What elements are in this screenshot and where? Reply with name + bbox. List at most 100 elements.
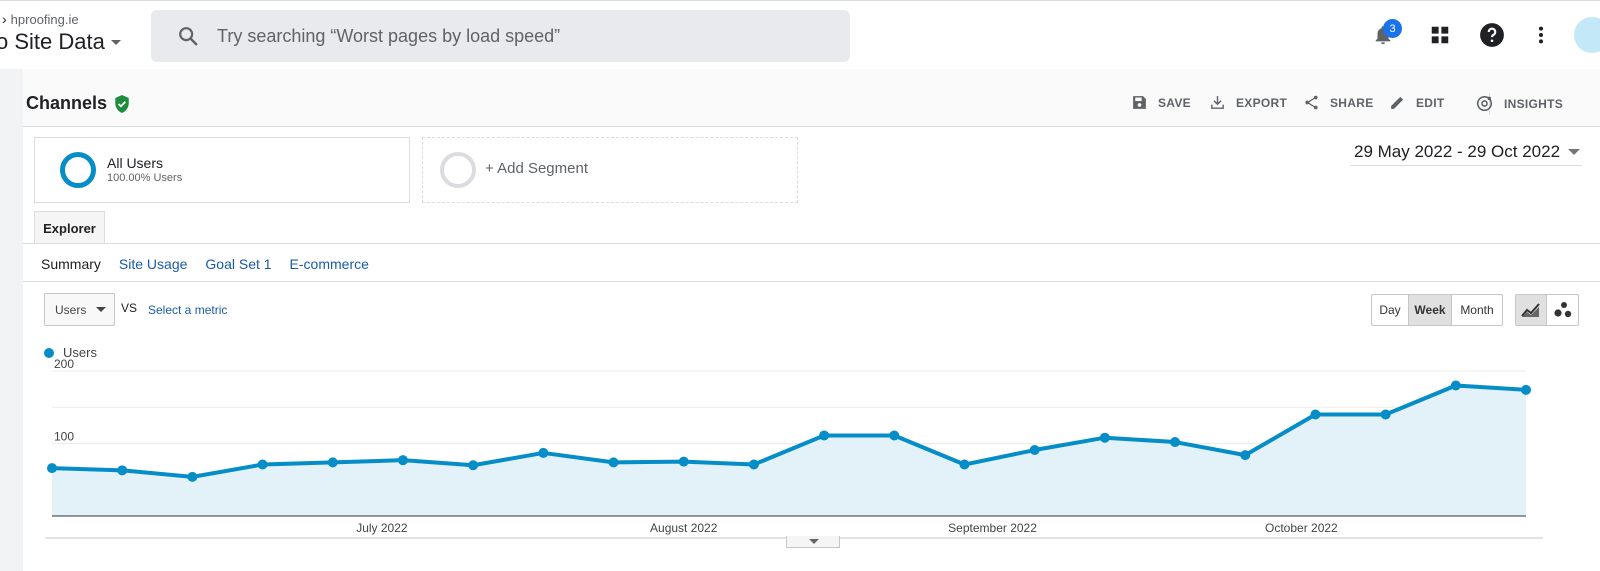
- data-point: [117, 465, 128, 476]
- data-point: [1450, 380, 1461, 391]
- select-metric-link[interactable]: Select a metric: [148, 303, 228, 317]
- data-point: [748, 459, 759, 470]
- share-label: SHARE: [1330, 95, 1374, 110]
- avatar[interactable]: [1574, 17, 1600, 53]
- search-icon: [179, 27, 198, 46]
- insights-icon: [1476, 95, 1493, 112]
- x-tick-label: July 2022: [356, 521, 408, 535]
- metric-dropdown[interactable]: Users: [44, 293, 115, 326]
- data-point: [678, 456, 689, 467]
- data-point: [1099, 432, 1110, 443]
- edit-button[interactable]: EDIT: [1389, 94, 1445, 111]
- legend-label: Users: [63, 345, 97, 360]
- legend-swatch: [44, 347, 54, 358]
- granularity-week-button[interactable]: Week: [1408, 295, 1452, 325]
- save-label: SAVE: [1158, 95, 1191, 110]
- data-point: [187, 471, 198, 482]
- line-chart-icon: [1521, 303, 1540, 317]
- tab-explorer[interactable]: Explorer: [34, 211, 105, 244]
- tab-divider: [23, 243, 1600, 244]
- subtab-site-usage[interactable]: Site Usage: [118, 256, 188, 272]
- date-range-value: 29 May 2022 - 29 Oct 2022: [1354, 141, 1561, 161]
- data-point: [959, 459, 970, 470]
- subtab-ecommerce[interactable]: E-commerce: [289, 256, 369, 272]
- data-point: [1240, 450, 1251, 461]
- chevron-right-icon: ›: [2, 11, 7, 27]
- data-point: [538, 447, 549, 458]
- view-name: o Site Data: [0, 29, 105, 54]
- search-bar[interactable]: Try searching “Worst pages by load speed…: [151, 10, 850, 62]
- page-title: Channels: [26, 93, 131, 114]
- report-title: Channels: [26, 93, 108, 113]
- series-line-users: [51, 383, 1527, 479]
- data-point: [1170, 437, 1181, 448]
- breadcrumb[interactable]: › hproofing.ie: [2, 11, 79, 27]
- data-point: [1521, 384, 1531, 395]
- caret-down-icon: [110, 39, 121, 45]
- segment-ring-icon: [60, 152, 96, 188]
- left-gutter: [0, 69, 23, 571]
- add-segment-label: + Add Segment: [485, 160, 588, 177]
- insights-button[interactable]: INSIGHTS: [1475, 94, 1563, 113]
- data-point: [1310, 409, 1321, 420]
- users-chart: 100 200 July 2022 August 2022 September 2022…: [45, 357, 1543, 539]
- save-button[interactable]: SAVE: [1131, 94, 1191, 111]
- data-point: [889, 430, 900, 441]
- account-domain: hproofing.ie: [10, 11, 79, 27]
- apps-button[interactable]: [1426, 21, 1454, 49]
- data-point: [1380, 409, 1391, 420]
- line-chart-button[interactable]: [1516, 295, 1547, 325]
- share-icon: [1305, 95, 1318, 110]
- data-point: [47, 463, 57, 474]
- granularity-toggle: Day Week Month: [1371, 294, 1503, 326]
- top-bar: › hproofing.ie o Site Data Try searching…: [0, 0, 1600, 69]
- empty-segment-ring-icon: [440, 152, 476, 188]
- verified-shield-icon: [115, 94, 129, 113]
- explorer-subtabs: Summary Site Usage Goal Set 1 E-commerce: [41, 256, 369, 272]
- add-segment-button[interactable]: + Add Segment: [422, 137, 798, 203]
- more-options-button[interactable]: [1527, 21, 1555, 49]
- y-tick-label: 200: [54, 357, 74, 371]
- edit-label: EDIT: [1416, 95, 1445, 110]
- segment-name: All Users: [107, 155, 164, 171]
- caret-down-icon: [96, 307, 107, 312]
- data-point: [257, 459, 268, 470]
- report-area: Channels SAVE EXPORT SHARE EDIT INSIGHTS…: [23, 69, 1600, 571]
- data-point: [1029, 445, 1040, 456]
- help-button[interactable]: [1478, 21, 1506, 49]
- granularity-month-button[interactable]: Month: [1460, 303, 1494, 317]
- metric-value: Users: [55, 302, 87, 317]
- granularity-day-button[interactable]: Day: [1379, 303, 1401, 317]
- export-button[interactable]: EXPORT: [1209, 94, 1287, 111]
- subtab-divider: [23, 281, 1600, 282]
- divider: [1489, 93, 1490, 115]
- search-placeholder: Try searching “Worst pages by load speed…: [217, 25, 561, 46]
- download-icon: [1211, 96, 1224, 109]
- data-point: [608, 457, 619, 468]
- pencil-icon: [1391, 96, 1404, 109]
- share-button[interactable]: SHARE: [1303, 94, 1374, 111]
- chart-legend: Users: [44, 345, 97, 360]
- bubble-chart-icon: [1553, 302, 1571, 318]
- x-tick-label: September 2022: [948, 521, 1037, 535]
- data-point: [819, 430, 830, 441]
- subtab-goal-set-1[interactable]: Goal Set 1: [205, 256, 272, 272]
- y-tick-label: 100: [54, 430, 74, 444]
- date-range-picker[interactable]: 29 May 2022 - 29 Oct 2022: [1350, 138, 1582, 166]
- vs-label: VS: [121, 301, 138, 315]
- help-icon: [1480, 23, 1504, 47]
- motion-chart-button[interactable]: [1547, 295, 1578, 325]
- chart-expander-button[interactable]: [786, 536, 840, 548]
- segment-percentage: 100.00% Users: [107, 172, 183, 184]
- x-tick-label: October 2022: [1265, 521, 1338, 535]
- view-selector[interactable]: o Site Data: [0, 29, 121, 55]
- export-label: EXPORT: [1236, 95, 1288, 110]
- chart-type-toggle: [1515, 294, 1579, 326]
- save-icon: [1133, 96, 1146, 109]
- subtab-summary[interactable]: Summary: [41, 256, 101, 272]
- x-tick-label: August 2022: [650, 521, 718, 535]
- segment-card-all-users[interactable]: All Users 100.00% Users: [34, 137, 410, 203]
- data-point: [327, 457, 338, 468]
- data-point: [397, 455, 408, 466]
- more-vert-icon: [1538, 26, 1544, 44]
